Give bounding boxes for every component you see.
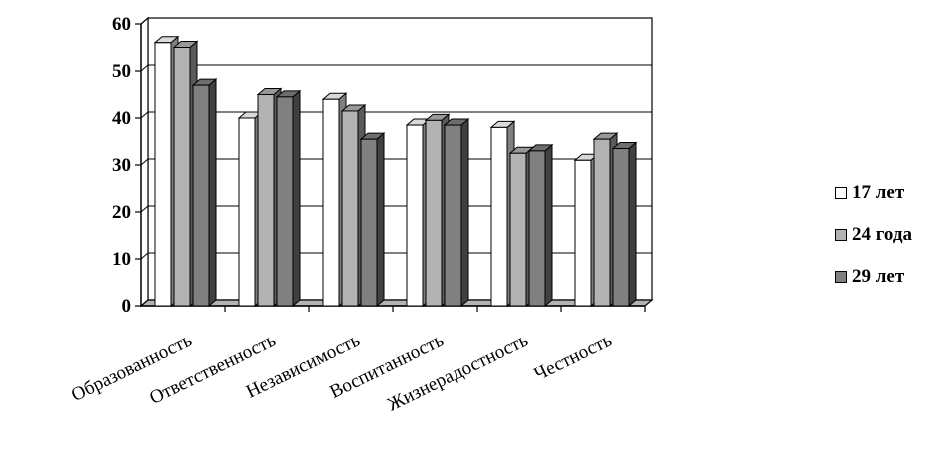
gridline [140, 205, 652, 213]
bar [528, 150, 546, 307]
legend-item-17: 17 лет [835, 182, 912, 204]
bar [509, 152, 527, 307]
bar [593, 138, 611, 307]
gridline [140, 64, 652, 72]
legend-label-17: 17 лет [852, 182, 905, 203]
legend-label-29: 29 лет [852, 266, 905, 287]
legend-swatch-29 [835, 271, 847, 283]
bar [612, 148, 630, 307]
bar-layer [153, 35, 638, 308]
bar [257, 94, 275, 307]
x-category-label: Честность [531, 329, 616, 385]
gridline [140, 252, 652, 260]
bar [574, 159, 592, 307]
legend-swatch-17 [835, 187, 847, 199]
legend-item-24: 24 года [835, 224, 912, 246]
bar-side [544, 143, 553, 308]
bar-side [460, 117, 469, 308]
bar-side [376, 132, 385, 308]
bar [341, 110, 359, 307]
bar [192, 84, 210, 307]
legend: 17 лет 24 года 29 лет [835, 182, 912, 308]
axis-layer [135, 23, 646, 312]
legend-item-29: 29 лет [835, 266, 912, 288]
bar [322, 98, 340, 307]
gridline [140, 111, 652, 119]
bar [173, 47, 191, 307]
y-tick-label: 20 [112, 202, 131, 223]
y-tick-label: 10 [112, 249, 131, 270]
bar [154, 42, 172, 307]
y-tick-label: 30 [112, 155, 131, 176]
bar [276, 96, 294, 307]
x-category-label: Жизнерадостность [384, 329, 531, 415]
legend-label-24: 24 года [852, 224, 912, 245]
grid-layer [139, 16, 654, 308]
y-tick-label: 50 [112, 61, 131, 82]
gridline [140, 17, 652, 25]
y-tick-label: 40 [112, 108, 131, 129]
bar [406, 124, 424, 307]
bar-side [292, 89, 301, 308]
bar-side [208, 78, 217, 308]
bar [490, 126, 508, 307]
gridline [140, 158, 652, 166]
y-tick-label: 0 [122, 296, 132, 317]
bar-side [628, 141, 637, 308]
bar [425, 119, 443, 307]
bar [444, 124, 462, 307]
y-tick-label: 60 [112, 14, 131, 35]
bar [238, 117, 256, 307]
bar [360, 138, 378, 307]
legend-swatch-24 [835, 229, 847, 241]
